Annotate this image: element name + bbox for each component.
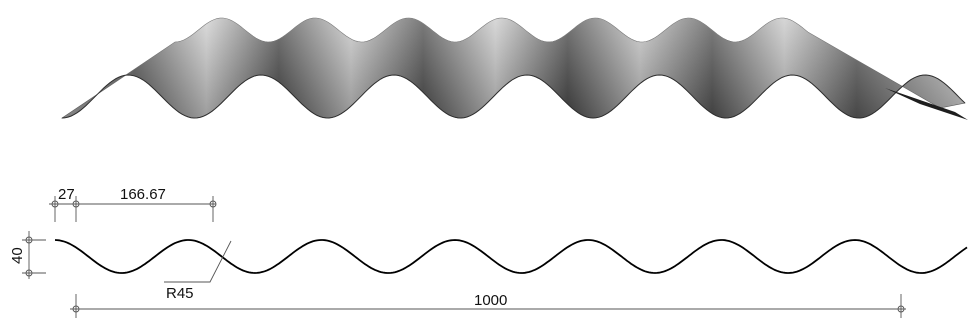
dim-label-pitch: 166.67 [120, 186, 166, 203]
sheet-right-end [885, 88, 968, 120]
dimension-lines [22, 196, 906, 318]
radius-leader [164, 240, 232, 283]
dim-marker [209, 200, 217, 208]
dim-label-height: 40 [9, 247, 26, 264]
dim-marker [72, 200, 80, 208]
dim-marker [25, 236, 33, 244]
dim-marker [897, 305, 905, 313]
dim-label-edge-offset: 27 [58, 186, 75, 203]
dim-marker [25, 269, 33, 277]
corrugated-sheet-3d [60, 17, 968, 120]
sheet-front-edge [61, 74, 966, 119]
dim-label-width: 1000 [474, 292, 507, 309]
sheet-shading [62, 18, 965, 118]
dim-marker [72, 305, 80, 313]
dim-label-radius: R45 [166, 285, 194, 302]
profile-wave-line [54, 239, 968, 274]
dim-marker [51, 200, 59, 208]
